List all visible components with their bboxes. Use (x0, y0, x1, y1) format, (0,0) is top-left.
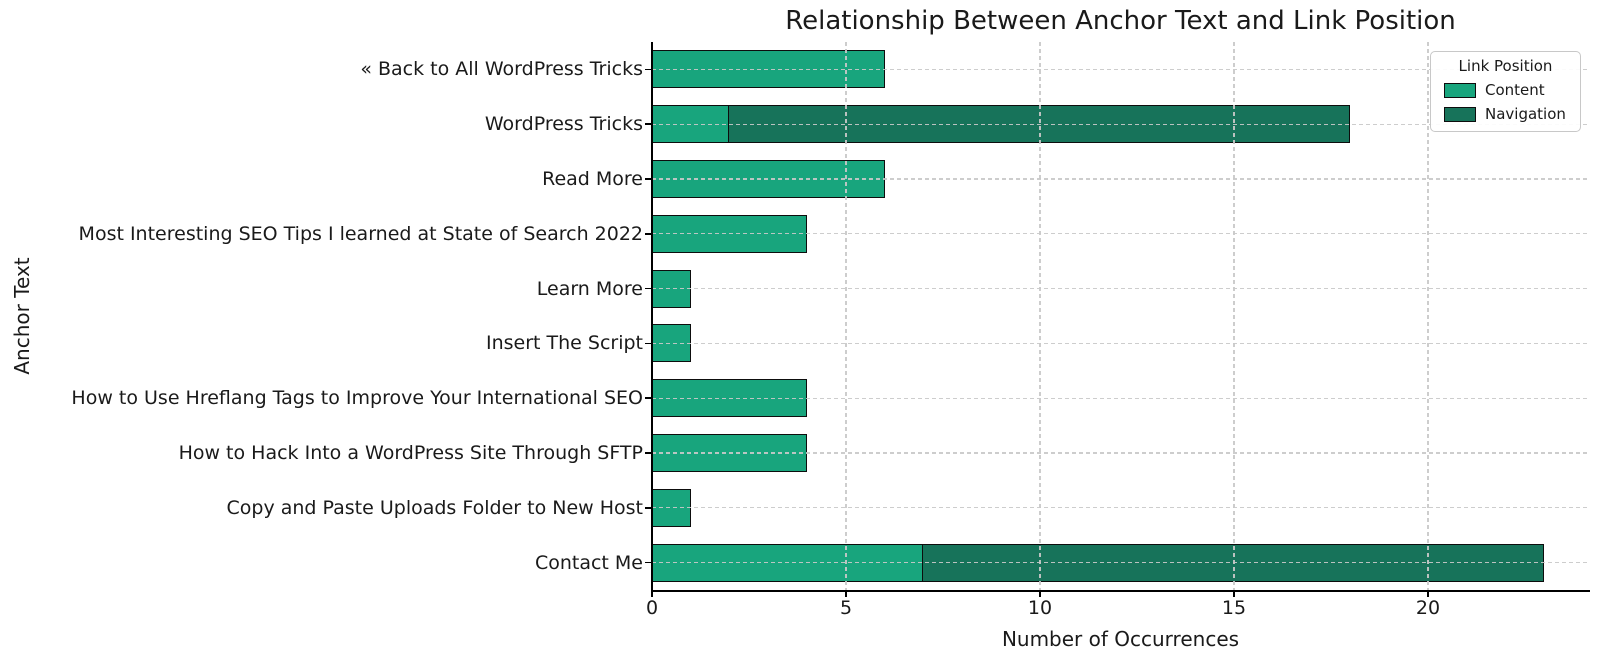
legend: Link Position Content Navigation (1430, 51, 1581, 132)
legend-swatch-content (1444, 82, 1476, 98)
x-tick-label: 20 (1415, 597, 1441, 619)
y-tick-label: How to Hack Into a WordPress Site Throug… (178, 442, 643, 464)
legend-item: Navigation (1437, 105, 1574, 123)
grid-line-vertical (1039, 42, 1041, 590)
grid-line-horizontal (652, 178, 1589, 180)
x-tick-mark (1233, 591, 1235, 597)
y-tick-label: Learn More (536, 277, 643, 300)
x-axis-spine (651, 590, 1590, 592)
y-tick-mark (645, 397, 652, 399)
y-tick-mark (645, 342, 652, 345)
legend-item-label: Navigation (1485, 105, 1566, 123)
y-tick-mark (645, 452, 652, 454)
grid-line-vertical (1233, 42, 1235, 590)
grid-line-vertical (1427, 42, 1429, 590)
y-tick-label: WordPress Tricks (484, 113, 643, 136)
y-tick-label: Copy and Paste Uploads Folder to New Hos… (226, 496, 643, 519)
y-axis-spine (651, 42, 653, 592)
y-tick-label: Read More (542, 168, 643, 190)
y-tick-mark (645, 123, 652, 125)
y-tick-mark (645, 507, 652, 509)
x-tick-mark (1427, 591, 1429, 597)
x-axis-label: Number of Occurrences (1001, 627, 1240, 651)
grid-line-horizontal (652, 507, 1589, 509)
x-tick-label: 15 (1221, 597, 1247, 619)
y-tick-mark (645, 68, 652, 71)
grid-line-horizontal (652, 68, 1589, 71)
y-tick-label: Most Interesting SEO Tips I learned at S… (78, 222, 643, 245)
grid-line-vertical (845, 42, 847, 590)
legend-item: Content (1437, 81, 1574, 99)
y-tick-mark (645, 287, 652, 290)
y-tick-label: How to Use Hreflang Tags to Improve Your… (71, 387, 643, 410)
y-tick-label: « Back to All WordPress Tricks (360, 58, 643, 81)
x-tick-mark (651, 591, 653, 597)
y-tick-mark (645, 561, 652, 564)
grid-line-horizontal (652, 287, 1589, 290)
legend-swatch-navigation (1444, 106, 1476, 122)
legend-item-label: Content (1485, 81, 1545, 99)
plot-area (652, 42, 1589, 590)
grid-line-horizontal (652, 233, 1589, 235)
legend-items: Content Navigation (1437, 81, 1574, 123)
grid-line-horizontal (652, 452, 1589, 454)
y-tick-label: Contact Me (534, 551, 643, 574)
y-tick-mark (645, 233, 652, 235)
x-tick-label: 5 (839, 597, 853, 619)
y-tick-label: Insert The Script (485, 332, 643, 355)
grid-line-horizontal (652, 561, 1589, 564)
grid-line-horizontal (652, 342, 1589, 345)
grid-line-horizontal (652, 397, 1589, 399)
grid-line-horizontal (652, 123, 1589, 125)
y-tick-mark (645, 178, 652, 180)
y-axis-label: Anchor Text (10, 257, 34, 375)
x-tick-mark (1039, 591, 1041, 597)
x-tick-label: 0 (645, 597, 659, 619)
x-tick-label: 10 (1027, 597, 1053, 619)
chart-title: Relationship Between Anchor Text and Lin… (785, 6, 1456, 36)
x-tick-mark (845, 591, 847, 597)
legend-title: Link Position (1458, 57, 1553, 75)
